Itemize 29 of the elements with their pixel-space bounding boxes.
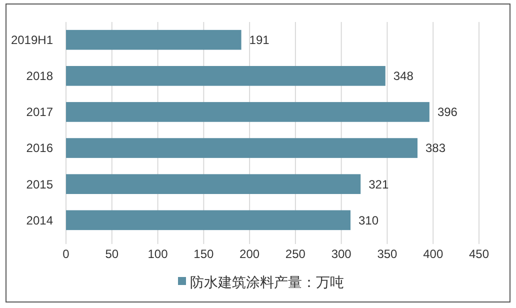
bar	[66, 210, 351, 230]
x-tick-label: 150	[194, 247, 214, 261]
data-label: 383	[426, 141, 446, 156]
y-tick-label: 2014	[26, 213, 54, 228]
bar	[66, 138, 418, 158]
x-tick-label: 250	[285, 247, 306, 261]
x-tick-label: 350	[377, 247, 398, 261]
y-tick-label: 2019H1	[10, 33, 54, 48]
bar	[66, 30, 242, 50]
data-label: 191	[249, 33, 270, 48]
legend-label: 防水建筑涂料产量：万吨	[190, 274, 344, 290]
bar	[66, 102, 430, 122]
x-tick-label: 400	[423, 247, 444, 261]
data-label: 321	[368, 177, 389, 192]
x-tick-label: 200	[240, 247, 260, 261]
y-tick-label: 2017	[26, 105, 54, 120]
data-label: 310	[358, 213, 379, 228]
y-tick-label: 2015	[26, 177, 54, 192]
y-tick-label: 2018	[26, 69, 54, 84]
x-tick-label: 50	[105, 247, 119, 261]
x-tick-label: 0	[62, 247, 70, 261]
data-label: 396	[437, 105, 458, 120]
data-label: 348	[393, 69, 414, 84]
x-tick-label: 100	[148, 247, 168, 261]
bar	[66, 66, 386, 86]
bar	[66, 174, 361, 194]
x-tick-label: 450	[468, 247, 490, 261]
y-tick-label: 2016	[26, 141, 54, 156]
x-tick-label: 300	[331, 247, 352, 261]
